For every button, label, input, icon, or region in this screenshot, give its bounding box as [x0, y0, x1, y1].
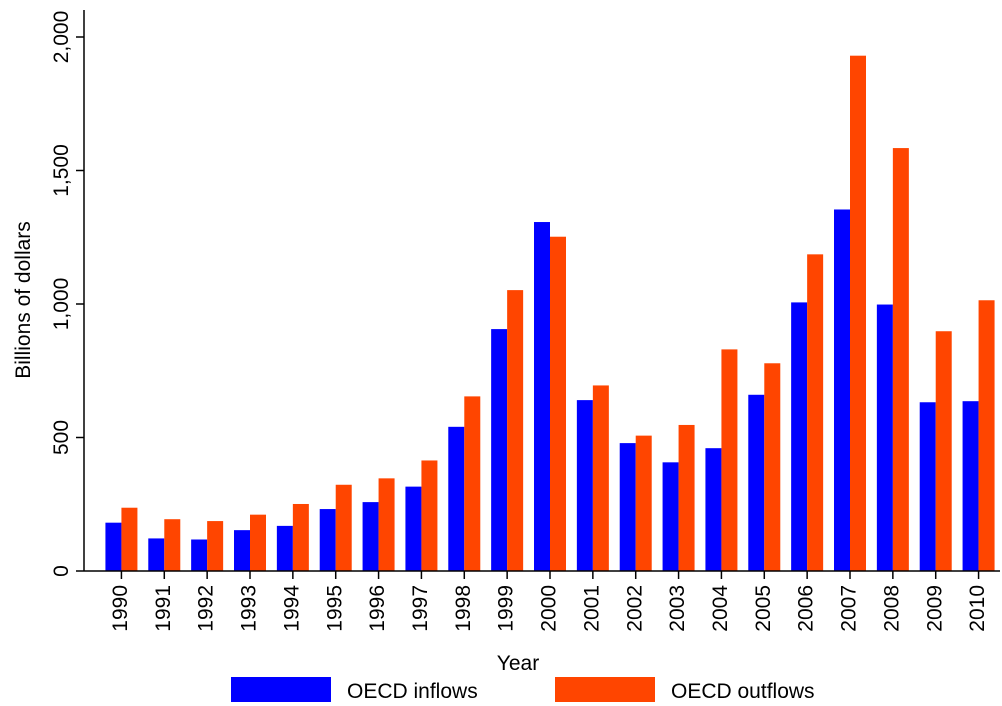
bar-outflows: [635, 435, 652, 571]
bar-inflows: [319, 509, 336, 571]
bar-outflows: [207, 521, 224, 571]
bar-outflows: [892, 148, 909, 571]
y-tick-label: 1,500: [50, 144, 73, 197]
bar-inflows: [919, 402, 936, 571]
y-tick-label: 0: [50, 565, 73, 577]
bar-inflows: [491, 329, 508, 571]
x-tick-label: 1996: [366, 585, 389, 632]
x-tick-label: 2005: [752, 585, 775, 632]
x-tick-label: 1993: [238, 585, 261, 632]
bar-outflows: [335, 484, 352, 571]
bar-outflows: [978, 300, 995, 571]
y-tick-label: 1,000: [50, 278, 73, 331]
x-ticks-group: 1990 1991 1992 1993 1994 1995 1996 1997 1998 1999…: [109, 571, 989, 632]
bar-inflows: [534, 222, 550, 571]
bar-inflows: [876, 304, 893, 571]
bar-inflows: [105, 522, 122, 571]
bar-inflows: [962, 401, 979, 571]
bar-outflows: [935, 331, 952, 571]
legend-swatch-inflows: [231, 677, 331, 702]
x-tick-label: 1990: [109, 585, 132, 632]
bar-inflows: [276, 525, 293, 571]
bar-inflows: [619, 443, 636, 571]
bar-outflows: [550, 236, 566, 571]
bar-outflows: [807, 254, 824, 571]
bar-inflows: [362, 502, 379, 571]
bar-inflows: [191, 539, 208, 571]
y-axis-label: Billions of dollars: [12, 221, 35, 379]
x-tick-label: 1995: [323, 585, 346, 632]
bar-outflows: [464, 396, 481, 571]
bar-outflows: [250, 514, 266, 571]
bar-outflows: [164, 519, 181, 571]
bar-outflows: [850, 55, 866, 571]
legend: OECD inflows OECD outflows: [231, 677, 815, 703]
bar-inflows: [791, 302, 808, 571]
bar-inflows: [576, 400, 593, 571]
bar-outflows: [292, 503, 309, 571]
x-axis-label: Year: [497, 652, 539, 675]
x-tick-label: 2003: [666, 585, 689, 632]
bar-outflows: [721, 349, 738, 571]
bar-inflows: [148, 538, 165, 571]
x-tick-label: 1991: [152, 585, 175, 632]
x-tick-label: 2000: [538, 585, 561, 632]
y-ticks-group: 0 500 1,000 1,500 2,000: [50, 11, 84, 577]
bar-inflows: [234, 530, 250, 571]
x-tick-label: 2009: [923, 585, 946, 632]
x-tick-label: 2006: [795, 585, 818, 632]
bars-group: [105, 55, 995, 571]
x-tick-label: 1997: [409, 585, 432, 632]
bar-inflows: [662, 462, 679, 571]
x-tick-label: 1992: [195, 585, 218, 632]
x-tick-label: 2008: [880, 585, 903, 632]
legend-label-outflows: OECD outflows: [671, 680, 815, 703]
bar-inflows: [405, 486, 422, 571]
x-tick-label: 2002: [623, 585, 646, 632]
bar-inflows: [448, 426, 465, 571]
legend-swatch-outflows: [555, 677, 655, 702]
bar-outflows: [121, 507, 138, 571]
bar-inflows: [748, 394, 765, 571]
bar-outflows: [592, 385, 609, 571]
bar-outflows: [421, 460, 438, 571]
bar-outflows: [378, 478, 395, 571]
bar-inflows: [705, 448, 722, 571]
bar-outflows: [678, 424, 695, 571]
y-tick-label: 2,000: [50, 11, 73, 64]
x-tick-label: 2004: [709, 585, 732, 632]
x-tick-label: 2007: [838, 585, 861, 632]
bar-outflows: [507, 290, 524, 571]
bar-inflows: [834, 209, 850, 571]
y-tick-label: 500: [50, 420, 73, 455]
bar-outflows: [764, 363, 781, 571]
legend-label-inflows: OECD inflows: [347, 680, 478, 703]
x-tick-label: 2010: [966, 585, 989, 632]
x-tick-label: 2001: [580, 585, 603, 632]
x-tick-label: 1994: [280, 585, 303, 632]
x-tick-label: 1998: [452, 585, 475, 632]
x-tick-label: 1999: [495, 585, 518, 632]
